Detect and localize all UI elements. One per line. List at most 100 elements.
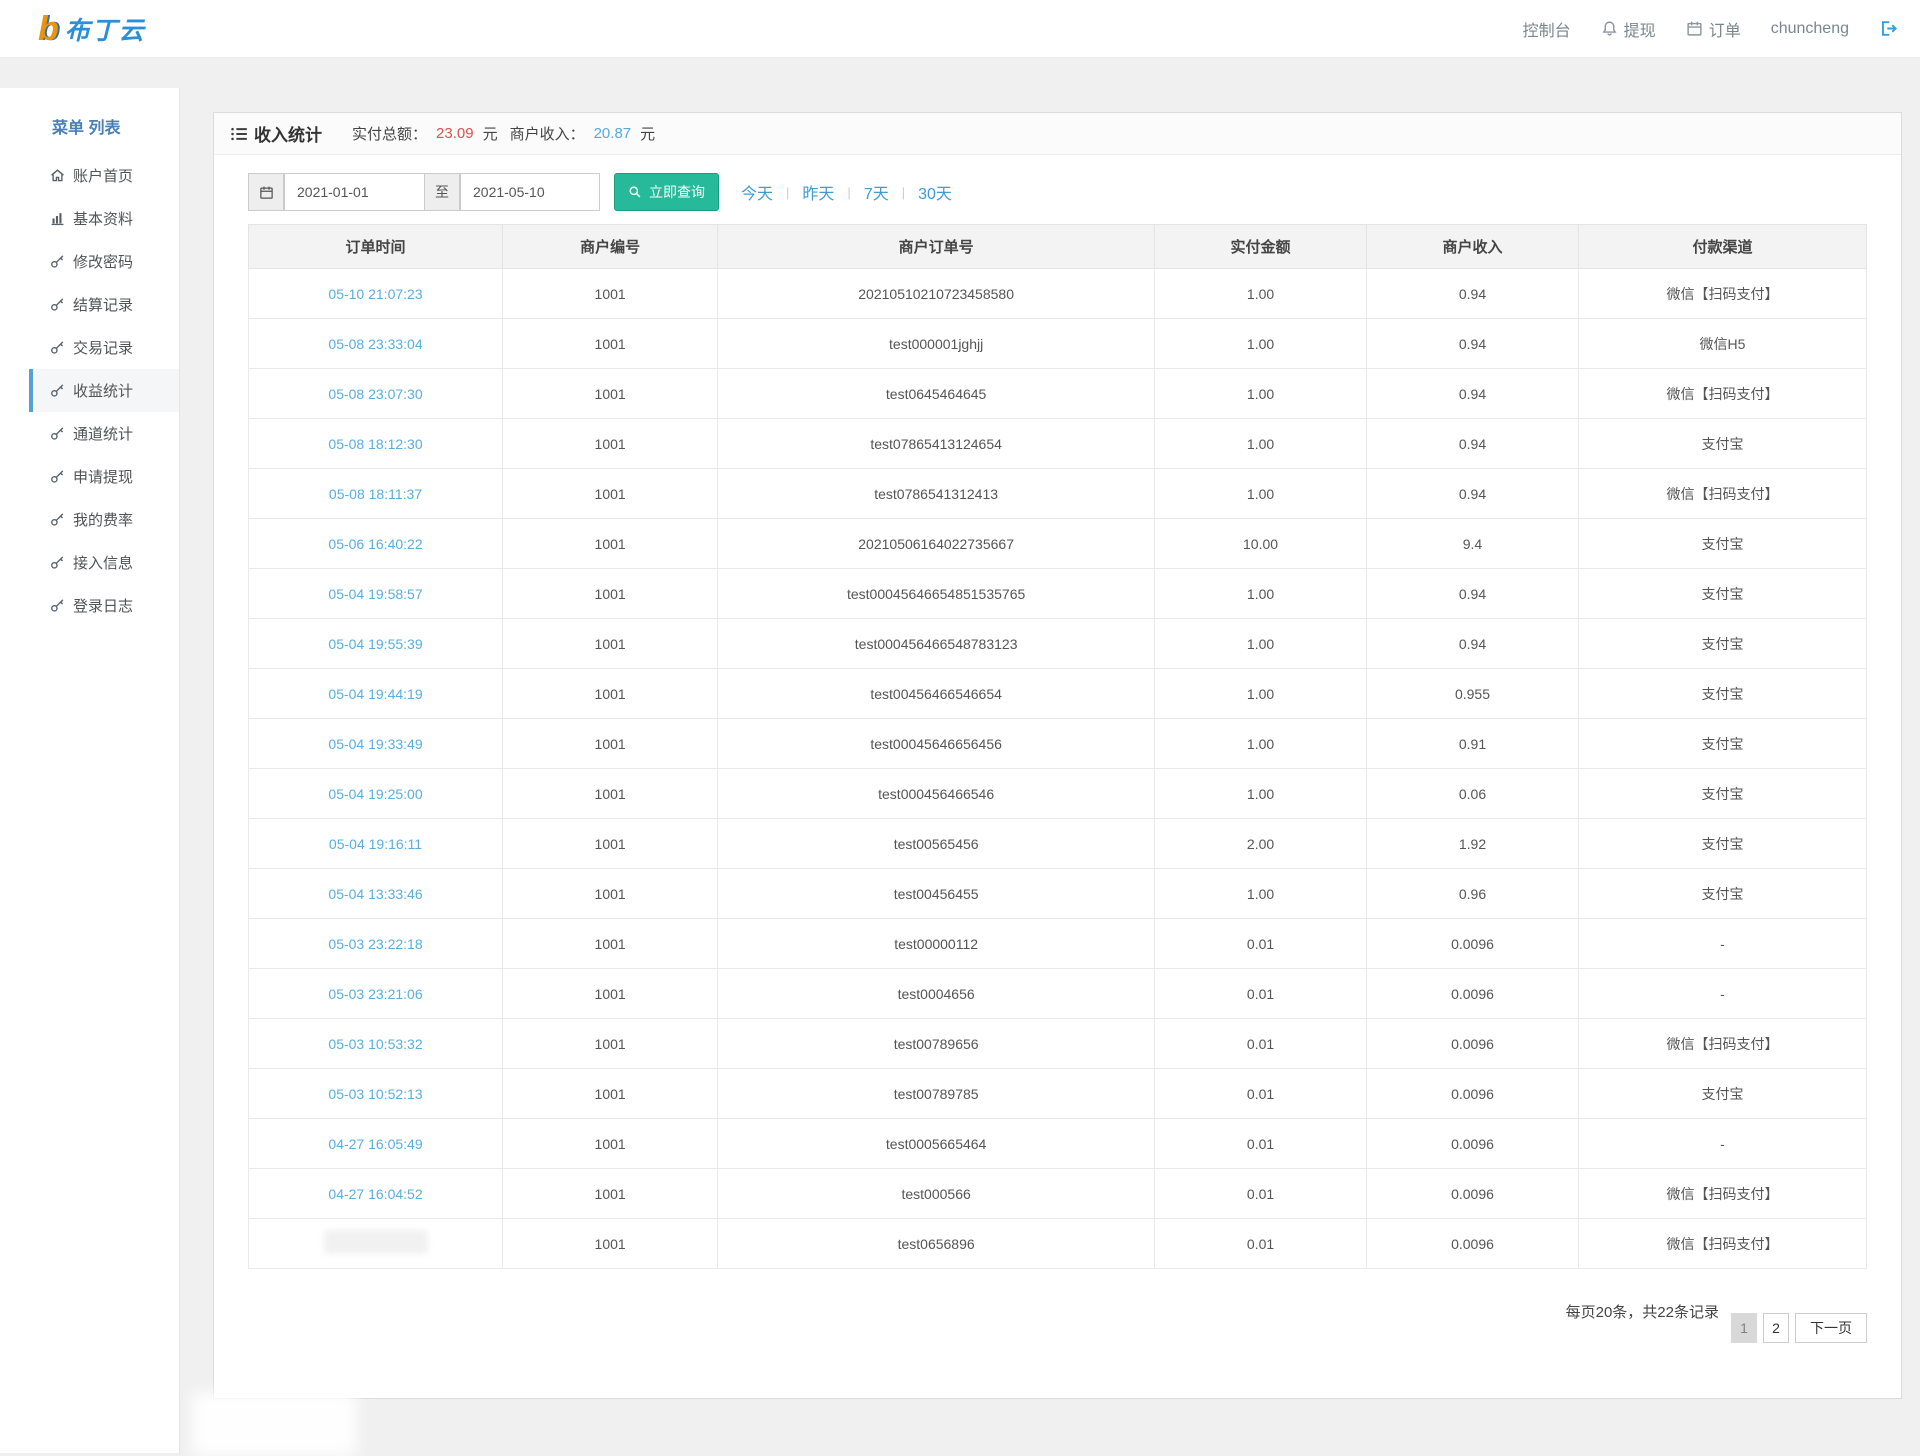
order-time-link[interactable]: 05-04 19:16:11 <box>328 835 423 852</box>
pay-channel-cell: - <box>1577 968 1868 1019</box>
order-no-cell: test00000112 <box>717 918 1156 969</box>
quick-link-0[interactable]: 今天 <box>741 186 774 203</box>
order-time-link[interactable]: 05-04 13:33:46 <box>328 885 423 902</box>
sidebar-item-label: 接入信息 <box>73 555 134 572</box>
sidebar-item[interactable]: 基本资料 <box>29 197 179 240</box>
page-button-1[interactable]: 1 <box>1731 1313 1757 1343</box>
order-no-cell: test0005665464 <box>717 1118 1156 1169</box>
pay-channel-cell: 支付宝 <box>1577 768 1868 819</box>
order-time-cell: 05-06 16:40:22 <box>247 518 504 569</box>
table-row: 05-03 10:52:13 1001 test00789785 0.01 0.0096… <box>247 1068 1868 1119</box>
table-row: 05-08 23:33:04 1001 test000001jghjj 1.00 0.9… <box>247 318 1868 369</box>
sidebar-item[interactable]: 结算记录 <box>29 283 179 326</box>
paid-amount-cell: 0.01 <box>1154 1018 1368 1069</box>
order-time-link[interactable]: 05-08 23:07:30 <box>328 385 423 402</box>
calendar-icon <box>259 186 273 199</box>
paid-amount-cell: 1.00 <box>1154 568 1368 619</box>
merchant-income-cell: 0.0096 <box>1366 1018 1579 1069</box>
nav-username[interactable]: chuncheng <box>1770 19 1849 37</box>
pay-channel-cell: 支付宝 <box>1577 668 1868 719</box>
order-time-link[interactable]: 05-03 10:52:13 <box>328 1085 423 1102</box>
key-icon <box>51 384 64 397</box>
merchant-id-cell: 1001 <box>502 418 719 469</box>
order-time-link[interactable]: 05-08 18:12:30 <box>328 435 423 452</box>
obscured-text <box>323 1230 428 1254</box>
table-row: 05-08 18:11:37 1001 test0786541312413 1.00 0… <box>247 468 1868 519</box>
key-icon <box>51 513 64 526</box>
page-button-2[interactable]: 2 <box>1763 1313 1789 1343</box>
merchant-income-cell: 1.92 <box>1366 818 1579 869</box>
order-no-cell: test0004656 <box>717 968 1156 1019</box>
order-time-link[interactable]: 05-03 23:21:06 <box>328 985 423 1002</box>
search-button[interactable]: 立即查询 <box>614 173 719 211</box>
column-header: 商户订单号 <box>717 224 1156 269</box>
order-time-link[interactable]: 05-04 19:44:19 <box>328 685 423 702</box>
merchant-id-cell: 1001 <box>502 918 719 969</box>
pagination-summary: 每页20条，共22条记录 <box>1565 1304 1719 1321</box>
app-logo[interactable]: b 布丁云 <box>38 11 146 47</box>
order-time-link[interactable]: 05-08 23:33:04 <box>328 335 423 352</box>
order-no-cell: test00789785 <box>717 1068 1156 1119</box>
order-time-link[interactable]: 05-04 19:33:49 <box>328 735 423 752</box>
order-time-link[interactable]: 05-03 10:53:32 <box>328 1035 423 1052</box>
order-time-link[interactable]: 05-04 19:55:39 <box>328 635 423 652</box>
order-time-link[interactable]: 04-27 16:04:52 <box>328 1185 423 1202</box>
quick-link-2[interactable]: 7天 <box>863 186 889 203</box>
date-to-input[interactable] <box>460 173 600 211</box>
key-icon <box>51 255 64 268</box>
merchant-id-cell: 1001 <box>502 618 719 669</box>
order-time-link[interactable]: 05-06 16:40:22 <box>328 535 423 552</box>
next-page-button[interactable]: 下一页 <box>1795 1313 1867 1343</box>
nav-console-link[interactable]: 控制台 <box>1522 22 1571 40</box>
total-paid-label: 实付总额： <box>352 126 428 143</box>
sidebar-item[interactable]: 账户首页 <box>29 154 179 197</box>
date-from-input[interactable] <box>284 173 424 211</box>
order-no-cell: test000456466548783123 <box>717 618 1156 669</box>
order-time-link[interactable]: 05-03 23:22:18 <box>328 935 423 952</box>
logout-button[interactable] <box>1879 19 1898 38</box>
nav-withdraw-link[interactable]: 提现 <box>1601 17 1656 41</box>
sidebar-item[interactable]: 交易记录 <box>29 326 179 369</box>
order-time-cell: 05-10 21:07:23 <box>247 268 504 319</box>
quick-link-3[interactable]: 30天 <box>918 186 952 203</box>
sidebar-item[interactable]: 登录日志 <box>29 584 179 627</box>
merchant-id-cell: 1001 <box>502 1018 719 1069</box>
order-time-cell: 05-04 19:25:00 <box>247 768 504 819</box>
order-time-cell: 04-27 16:04:52 <box>247 1168 504 1219</box>
sidebar-item-label: 收益统计 <box>73 383 134 400</box>
order-time-link[interactable]: 05-04 19:58:57 <box>328 585 423 602</box>
merchant-income-cell: 0.0096 <box>1366 968 1579 1019</box>
order-time-cell: 05-03 10:52:13 <box>247 1068 504 1119</box>
date-filter-row: 至 立即查询 今天 | 昨天 | 7天 | 30天 <box>248 173 1867 211</box>
pay-channel-cell: 微信【扫码支付】 <box>1577 1168 1868 1219</box>
order-no-cell: test00456455 <box>717 868 1156 919</box>
merchant-income-cell: 0.06 <box>1366 768 1579 819</box>
sidebar-item[interactable]: 通道统计 <box>29 412 179 455</box>
pagination: 每页20条，共22条记录 1 2 下一页 <box>248 1299 1867 1343</box>
order-no-cell: test00045646656456 <box>717 718 1156 769</box>
pay-channel-cell: 微信【扫码支付】 <box>1577 468 1868 519</box>
order-no-cell: test000456466546 <box>717 768 1156 819</box>
sidebar-item[interactable]: 我的费率 <box>29 498 179 541</box>
sidebar: 菜单 列表 账户首页 基本资料 修改密码 结算记录 交易记录 收益统计 通道统计 申请提现 我的… <box>0 88 180 1453</box>
order-no-cell: test00789656 <box>717 1018 1156 1069</box>
key-icon <box>51 427 64 440</box>
sidebar-item[interactable]: 修改密码 <box>29 240 179 283</box>
order-time-cell: 05-08 23:33:04 <box>247 318 504 369</box>
merchant-income-cell: 0.0096 <box>1366 1168 1579 1219</box>
order-time-link[interactable]: 05-08 18:11:37 <box>328 485 423 502</box>
list-icon <box>231 127 247 140</box>
column-header: 订单时间 <box>247 224 504 269</box>
sidebar-item[interactable]: 申请提现 <box>29 455 179 498</box>
sidebar-item[interactable]: 收益统计 <box>29 369 179 412</box>
order-time-link[interactable]: 05-04 19:25:00 <box>328 785 423 802</box>
order-time-link[interactable]: 05-10 21:07:23 <box>328 285 423 302</box>
sidebar-item[interactable]: 接入信息 <box>29 541 179 584</box>
order-time-cell: 05-03 23:22:18 <box>247 918 504 969</box>
merchant-income-cell: 0.96 <box>1366 868 1579 919</box>
pay-channel-cell: 支付宝 <box>1577 618 1868 669</box>
column-header: 实付金额 <box>1154 224 1368 269</box>
nav-orders-link[interactable]: 订单 <box>1686 17 1741 41</box>
quick-link-1[interactable]: 昨天 <box>802 186 835 203</box>
order-time-link[interactable]: 04-27 16:05:49 <box>328 1135 423 1152</box>
